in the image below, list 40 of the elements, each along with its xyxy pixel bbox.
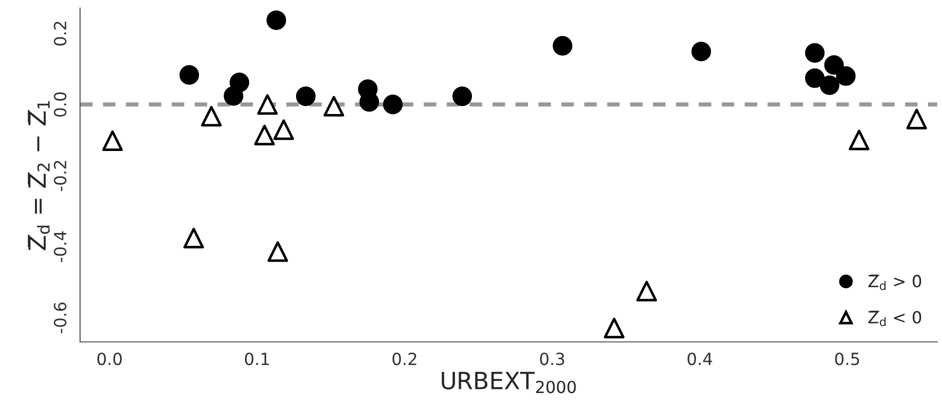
x-tick-label: 0.4 — [688, 352, 712, 366]
point — [848, 130, 870, 150]
legend-label: Z̅$_{d}$ > 0 — [868, 274, 922, 290]
point — [452, 86, 472, 106]
y-tick-label: -0.4 — [54, 231, 66, 262]
point — [906, 108, 927, 130]
legend-label: Z̅$_{d}$ < 0 — [868, 310, 922, 326]
x-tick-label: 0.1 — [244, 352, 269, 366]
x-tick-label: 0.5 — [835, 352, 860, 366]
point — [820, 75, 840, 96]
y-tick-label: 0.0 — [54, 92, 66, 117]
point — [296, 86, 316, 106]
y-tick-label: 0.2 — [54, 22, 66, 46]
point — [383, 94, 403, 114]
point — [183, 228, 204, 248]
point — [273, 119, 294, 140]
point — [836, 66, 856, 86]
point — [267, 241, 288, 262]
y-axis-title: Z̅$_{d}$ = Z̅$_{2}$ − Z̅$_{1}$ — [28, 101, 50, 250]
point — [266, 10, 286, 30]
point — [201, 106, 222, 126]
point — [691, 42, 711, 62]
y-tick-label: -0.6 — [54, 302, 66, 334]
point — [324, 96, 344, 117]
point — [604, 318, 624, 338]
x-tick-label: 0.3 — [540, 352, 564, 366]
x-axis-title: URBEXT$_{2000}$ — [442, 372, 576, 394]
point — [179, 65, 200, 85]
point — [102, 130, 123, 152]
point — [636, 280, 657, 302]
point — [552, 36, 572, 56]
point — [230, 72, 250, 92]
point — [257, 94, 278, 115]
point — [254, 124, 275, 146]
point — [805, 43, 825, 63]
y-tick-label: -0.2 — [54, 160, 66, 191]
point — [805, 68, 825, 88]
x-tick-label: 0.0 — [97, 352, 122, 366]
point — [824, 55, 844, 75]
x-tick-label: 0.2 — [392, 352, 416, 366]
